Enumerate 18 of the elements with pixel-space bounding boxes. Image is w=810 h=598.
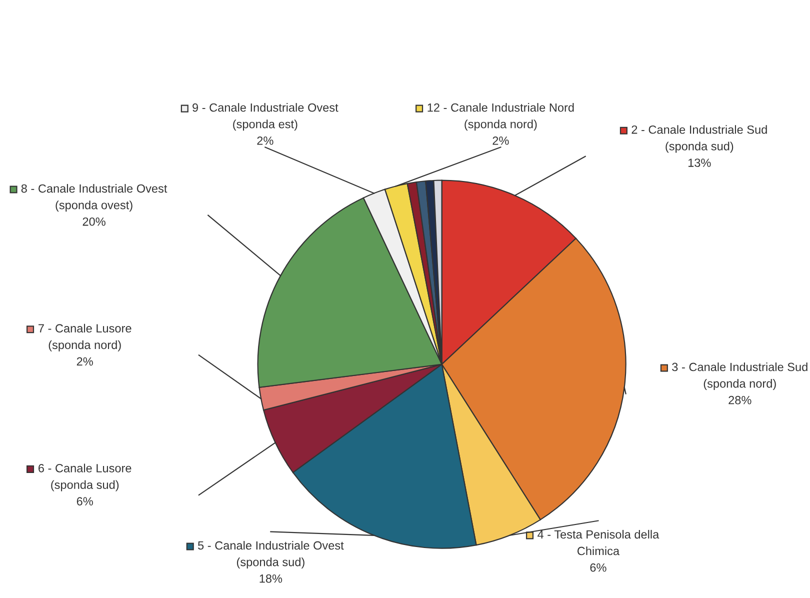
legend-label: 6 - Canale Lusore (sponda sud)	[38, 464, 132, 492]
data-label: 6%	[590, 563, 606, 572]
data-label: 2%	[76, 357, 93, 366]
data-label: 13%	[688, 158, 711, 167]
legend-label: 5 - Canale Industriale Ovest (sponda sud)	[198, 540, 344, 569]
legend-label: 8 - Canale Industriale Ovest (sponda ovest)	[21, 184, 168, 212]
data-label: 28%	[728, 396, 752, 404]
legend-label: 3 - Canale Industriale Sud (sponda nord)	[672, 362, 808, 390]
legend-label: 9 - Canale Industriale Ovest (sponda est)	[192, 103, 338, 131]
legend-label: 12 - Canale Industriale Nord (sponda nord)	[428, 103, 574, 131]
legend-label: 2 - Canale Industriale Sud (sponda sud)	[632, 125, 767, 153]
legend-label: 7 - Canale Lusore (sponda nord)	[38, 324, 132, 352]
legend-label: 4 - Testa Penisola della Chimica	[538, 530, 660, 556]
data-label: 18%	[260, 574, 282, 583]
data-label: 2%	[257, 136, 274, 145]
data-label: 2%	[492, 136, 509, 145]
data-label: 6%	[76, 497, 93, 506]
data-label: 20%	[82, 217, 106, 226]
